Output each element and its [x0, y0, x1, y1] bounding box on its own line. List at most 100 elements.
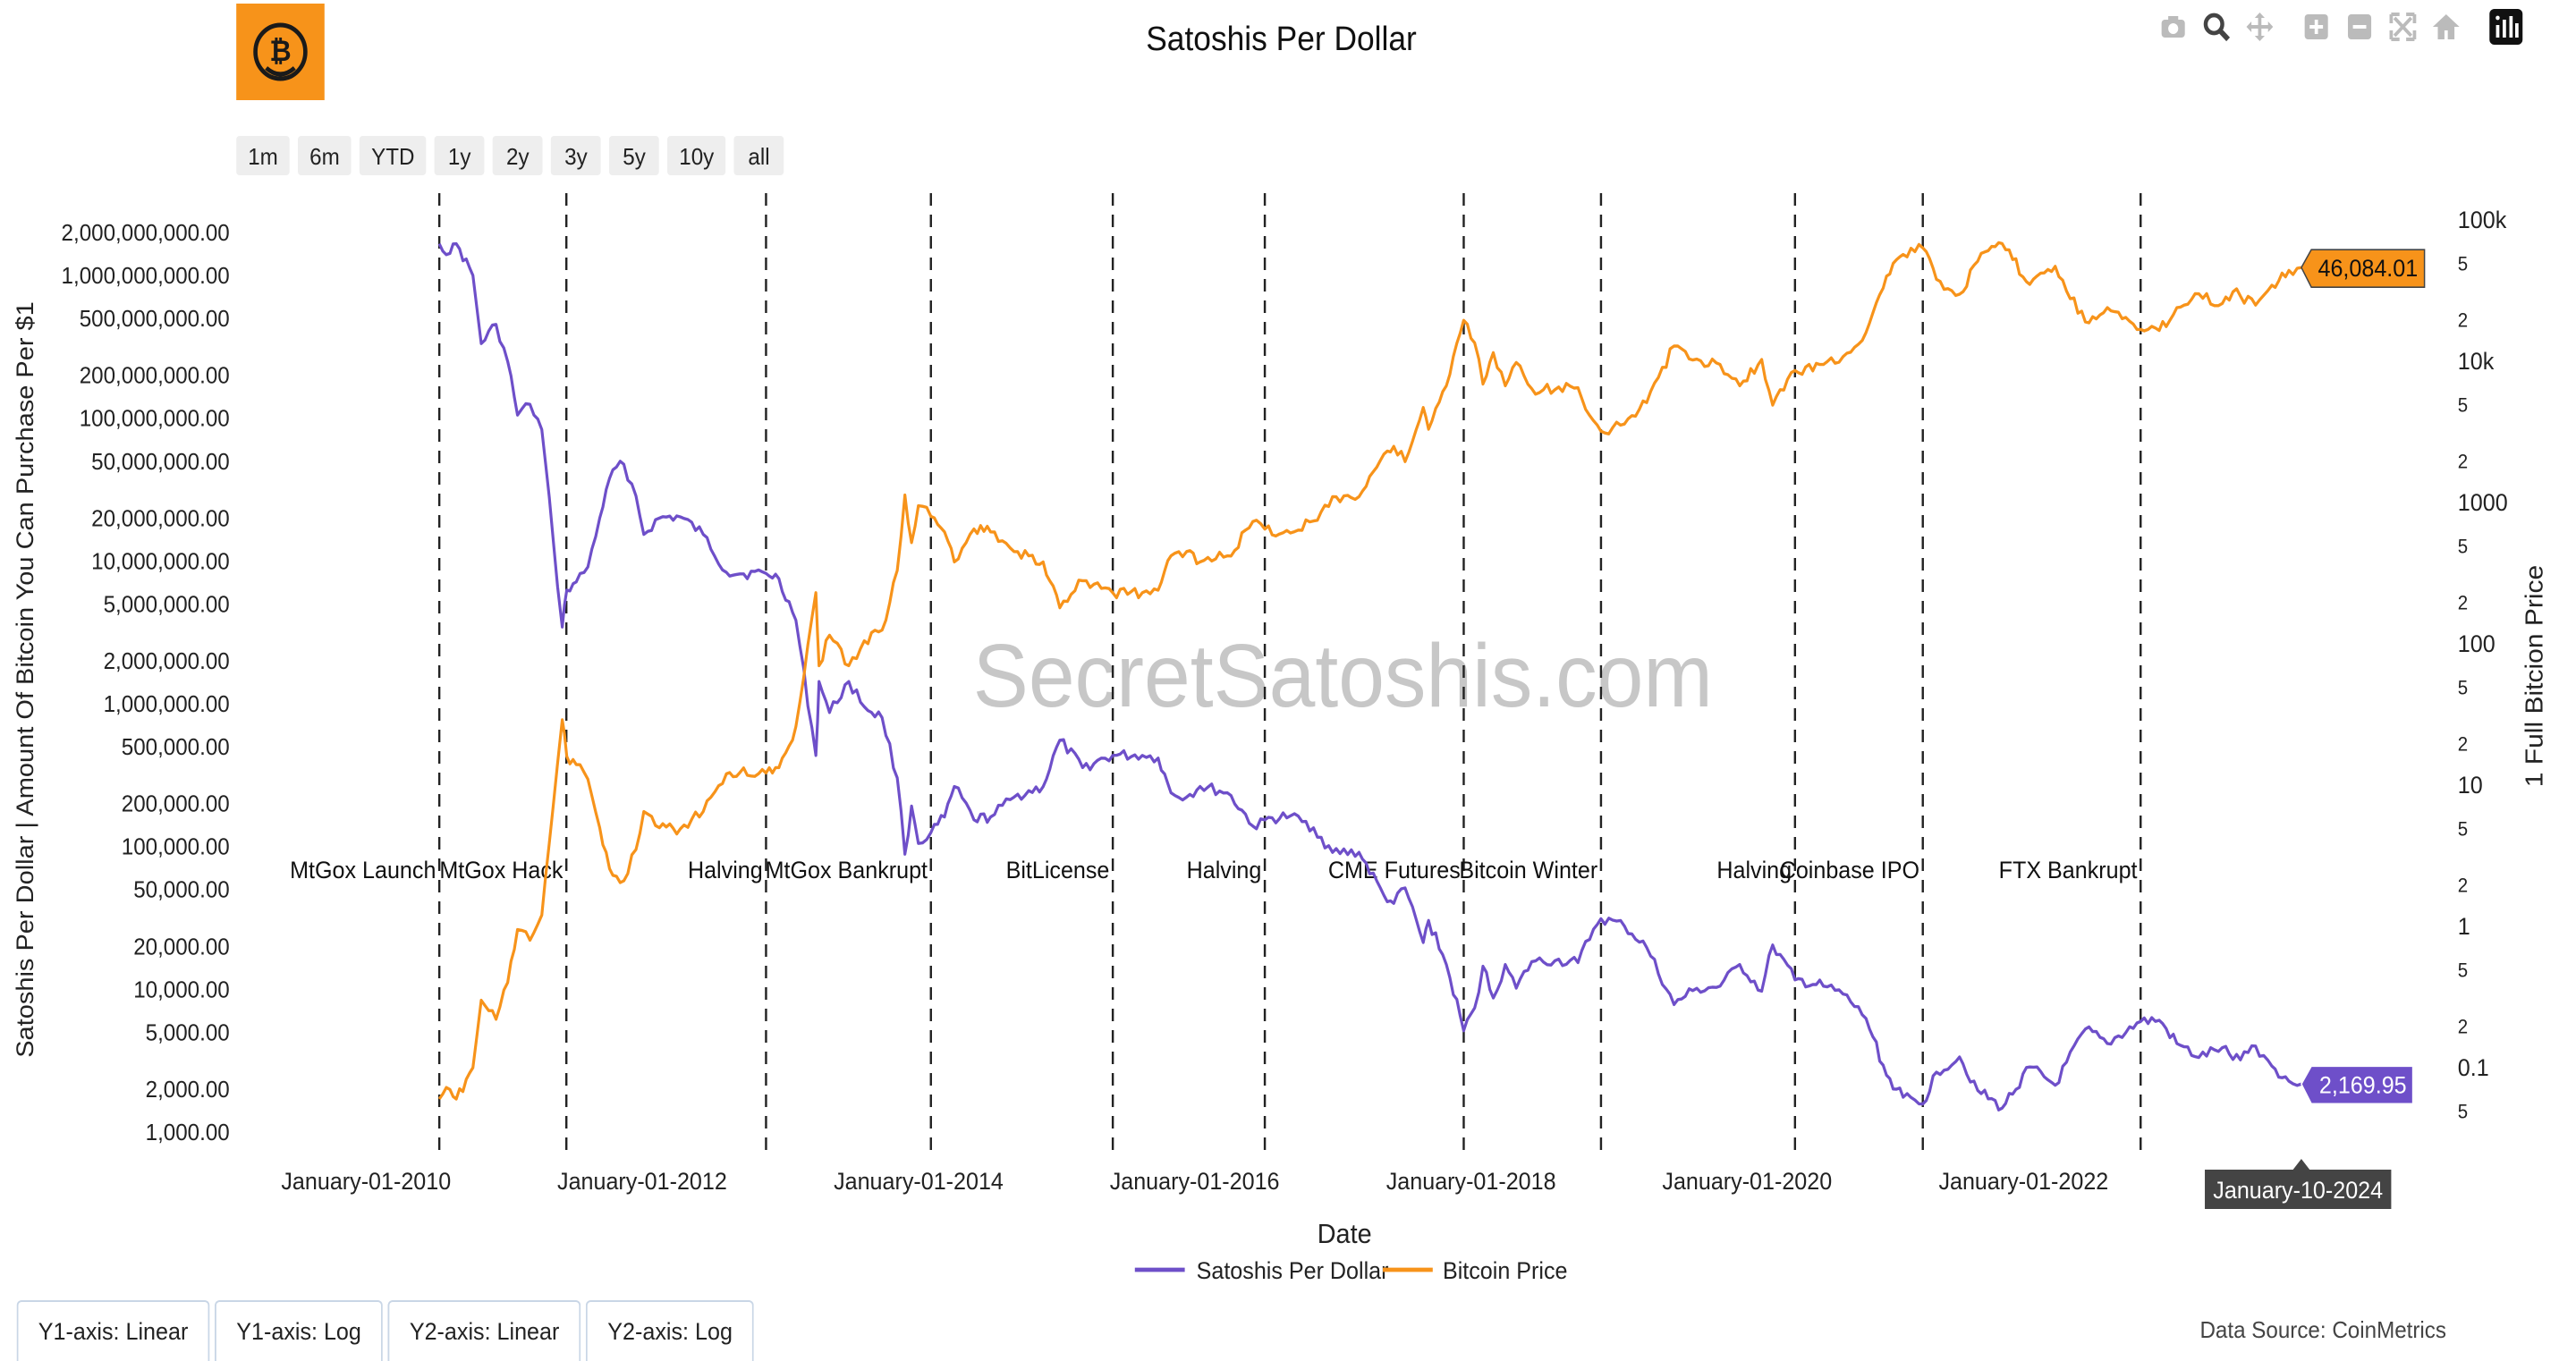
hover-label-sats: 2,169.95	[2319, 1070, 2407, 1098]
y2-tick-label: 1	[2458, 912, 2470, 940]
x-axis-title: Date	[1318, 1219, 1372, 1249]
y2-tick-label: 2	[2458, 1016, 2468, 1038]
y1-tick-label: 5,000.00	[146, 1020, 230, 1046]
hover-label-date: January-10-2024	[2213, 1176, 2383, 1204]
y2-tick-label: 5	[2458, 818, 2468, 841]
bitcoin-logo: ₿	[236, 4, 325, 100]
event-label: MtGox Launch	[290, 856, 436, 883]
y1-tick-label: 20,000,000.00	[91, 506, 230, 532]
legend-item-sats[interactable]: Satoshis Per Dollar	[1134, 1256, 1389, 1284]
series-line-sats-per-dollar	[437, 241, 2302, 1112]
y1-tick-label: 100,000.00	[122, 834, 230, 860]
y2-tick-label: 2	[2458, 733, 2468, 756]
y1-tick-label: 2,000.00	[146, 1077, 230, 1103]
data-source-note: Data Source: CoinMetrics	[2199, 1316, 2447, 1343]
watermark: SecretSatoshis.com	[973, 627, 1713, 726]
range-2y-button[interactable]: 2y	[492, 136, 543, 175]
svg-text:₿: ₿	[269, 35, 291, 67]
y1-tick-label: 500,000.00	[122, 734, 230, 760]
y1-tick-label: 20,000.00	[133, 934, 230, 960]
y2-tick-label: 5	[2458, 536, 2468, 558]
y1-tick-label: 1,000,000.00	[104, 691, 230, 717]
y1-linear-button[interactable]: Y1-axis: Linear	[16, 1300, 210, 1361]
y1-tick-label: 1,000.00	[146, 1120, 230, 1145]
event-label: Coinbase IPO	[1780, 856, 1919, 883]
y2-tick-label: 2	[2458, 309, 2468, 332]
x-tick-label: January-01-2022	[1938, 1167, 2108, 1195]
y2-tick-label: 2	[2458, 875, 2468, 897]
y2-tick-label: 100	[2458, 630, 2496, 657]
y1-tick-label: 500,000,000.00	[80, 306, 230, 332]
y1-tick-label: 100,000,000.00	[80, 406, 230, 432]
y1-tick-label: 2,000,000,000.00	[62, 220, 230, 246]
x-tick-label: January-01-2014	[834, 1167, 1004, 1195]
autoscale-icon[interactable]	[2386, 9, 2419, 45]
y1-tick-label: 10,000,000.00	[91, 549, 230, 575]
range-3y-button[interactable]: 3y	[551, 136, 601, 175]
y1-tick-label: 50,000.00	[133, 877, 230, 903]
x-tick-label: January-01-2020	[1662, 1167, 1832, 1195]
legend: Satoshis Per Dollar Bitcoin Price	[1134, 1256, 1568, 1284]
y2-tick-label: 5	[2458, 394, 2468, 417]
y2-tick-label: 2	[2458, 592, 2468, 614]
y2-tick-label: 5	[2458, 253, 2468, 275]
y2-tick-label: 5	[2458, 959, 2468, 982]
hover-box-price	[2301, 249, 2426, 288]
zoom-out-icon[interactable]	[2343, 9, 2376, 45]
hover-box-date	[2205, 1159, 2392, 1209]
y2-tick-label: 0.1	[2458, 1053, 2489, 1081]
event-label: Halving	[1716, 856, 1792, 883]
range-5y-button[interactable]: 5y	[609, 136, 659, 175]
y2-tick-label: 5	[2458, 1101, 2468, 1123]
y2-tick-label: 10	[2458, 771, 2483, 799]
range-1y-button[interactable]: 1y	[434, 136, 485, 175]
y1-tick-label: 50,000,000.00	[91, 449, 230, 475]
legend-label-sats: Satoshis Per Dollar	[1197, 1256, 1389, 1284]
axis-scale-toggles: Y1-axis: Linear Y1-axis: Log Y2-axis: Li…	[16, 1300, 755, 1361]
y1-tick-label: 5,000,000.00	[104, 592, 230, 618]
range-1m-button[interactable]: 1m	[236, 136, 290, 175]
y2-axis-title: 1 Full Bitcion Price	[2521, 565, 2549, 787]
y2-tick-label: 100k	[2458, 206, 2507, 233]
y1-tick-label: 2,000,000.00	[104, 648, 230, 674]
y1-axis-title: Satoshis Per Dollar | Amount Of Bitcoin …	[12, 301, 38, 1058]
plotly-logo-icon[interactable]	[2489, 9, 2523, 45]
range-6m-button[interactable]: 6m	[298, 136, 352, 175]
y1-tick-label: 1,000,000,000.00	[62, 263, 230, 289]
zoom-icon[interactable]	[2199, 9, 2233, 45]
chart-title: Satoshis Per Dollar	[1146, 21, 1417, 59]
y2-tick-label: 1000	[2458, 488, 2508, 516]
event-label: CME Futures	[1328, 856, 1461, 883]
x-tick-label: January-01-2010	[281, 1167, 451, 1195]
series-line-bitcoin-price	[437, 241, 2302, 1101]
y1-log-button[interactable]: Y1-axis: Log	[215, 1300, 384, 1361]
hover-box-sats	[2301, 1065, 2414, 1105]
range-selector: 1m 6m YTD 1y 2y 3y 5y 10y all	[236, 136, 784, 175]
range-all-button[interactable]: all	[733, 136, 784, 175]
range-ytd-button[interactable]: YTD	[360, 136, 427, 175]
y1-tick-label: 200,000.00	[122, 791, 230, 817]
legend-item-price[interactable]: Bitcoin Price	[1382, 1256, 1568, 1284]
event-label: FTX Bankrupt	[1999, 856, 2139, 883]
event-label: Bitcoin Winter	[1459, 856, 1597, 883]
y2-tick-label: 2	[2458, 451, 2468, 473]
zoom-in-icon[interactable]	[2300, 9, 2333, 45]
camera-icon[interactable]	[2157, 9, 2190, 45]
event-label: Halving	[1187, 856, 1262, 883]
y1-tick-label: 10,000.00	[133, 977, 230, 1003]
legend-label-price: Bitcoin Price	[1443, 1256, 1568, 1284]
event-label: MtGox Hack	[439, 856, 564, 883]
y2-log-button[interactable]: Y2-axis: Log	[586, 1300, 755, 1361]
pan-icon[interactable]	[2243, 9, 2276, 45]
reset-axes-icon[interactable]	[2429, 9, 2462, 45]
range-10y-button[interactable]: 10y	[667, 136, 726, 175]
y2-tick-label: 10k	[2458, 347, 2495, 375]
plot-area[interactable]: SecretSatoshis.com MtGox Launch MtGox Hac…	[0, 0, 2576, 1284]
modebar	[2157, 9, 2523, 45]
x-tick-label: January-01-2018	[1386, 1167, 1556, 1195]
event-label: MtGox Bankrupt	[766, 856, 928, 883]
y1-tick-label: 200,000,000.00	[80, 363, 230, 389]
y2-linear-button[interactable]: Y2-axis: Linear	[387, 1300, 581, 1361]
y2-tick-label: 5	[2458, 677, 2468, 699]
